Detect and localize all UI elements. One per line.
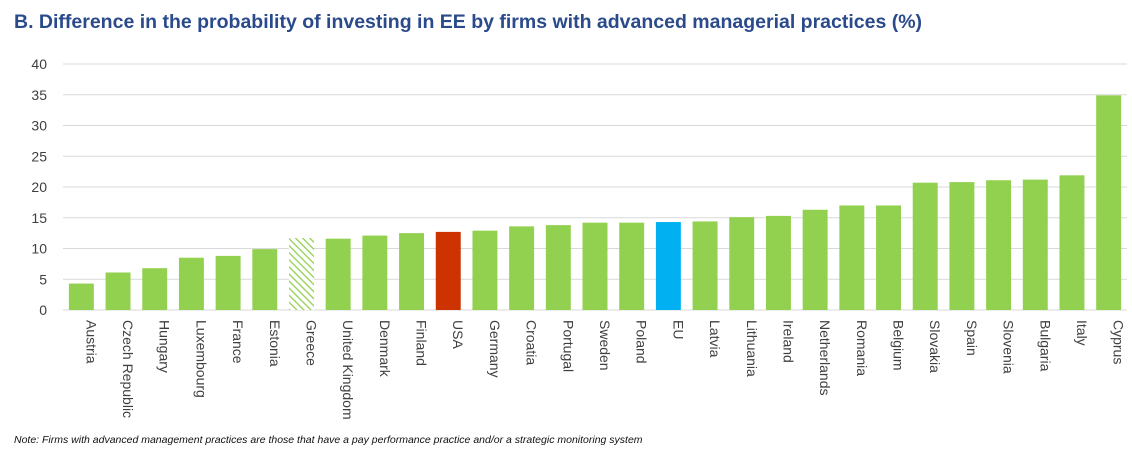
chart-title: B. Difference in the probability of inve… xyxy=(14,11,923,33)
y-tick-label: 35 xyxy=(31,87,47,103)
x-tick-label: Italy xyxy=(1074,320,1090,346)
bar-denmark xyxy=(362,235,388,310)
y-tick-label: 25 xyxy=(31,148,47,164)
bar-greece xyxy=(289,238,314,310)
bar-slovenia xyxy=(986,180,1012,310)
bar-cyprus xyxy=(1096,95,1122,311)
x-tick-label: Latvia xyxy=(707,320,723,358)
x-tick-label: Poland xyxy=(634,320,650,364)
bar-portugal xyxy=(545,225,571,310)
x-tick-label: Slovakia xyxy=(927,320,943,373)
x-tick-label: Slovenia xyxy=(1001,320,1017,374)
bar-italy xyxy=(1059,175,1085,310)
bar-estonia xyxy=(252,249,278,310)
y-axis: 0 5 10 15 20 25 30 35 40 xyxy=(31,56,47,318)
bar-slovakia xyxy=(912,182,938,310)
bar-sweden xyxy=(582,222,608,310)
bar-united-kingdom xyxy=(325,238,351,310)
x-tick-label: Denmark xyxy=(377,320,393,378)
y-tick-label: 30 xyxy=(31,118,47,134)
x-tick-label: Estonia xyxy=(267,320,283,367)
bar-latvia xyxy=(692,221,718,310)
bar-romania xyxy=(839,205,865,310)
x-tick-label: EU xyxy=(670,320,686,339)
x-tick-label: Finland xyxy=(414,320,430,366)
x-tick-label: Romania xyxy=(854,320,870,376)
bar-croatia xyxy=(509,226,535,310)
bar-france xyxy=(215,255,241,310)
bar-lithuania xyxy=(729,217,755,310)
x-tick-label: Belgium xyxy=(891,320,907,371)
bar-finland xyxy=(399,233,425,310)
bar-luxembourg xyxy=(178,257,204,310)
y-tick-label: 5 xyxy=(39,271,47,287)
x-tick-label: Croatia xyxy=(524,320,540,365)
bar-eu xyxy=(655,222,681,310)
x-tick-label: Portugal xyxy=(560,320,576,372)
x-tick-label: Hungary xyxy=(157,320,173,373)
bar-spain xyxy=(949,182,975,310)
x-tick-label: Lithuania xyxy=(744,320,760,377)
y-tick-label: 20 xyxy=(31,179,47,195)
x-tick-label: Sweden xyxy=(597,320,613,371)
bar-czech-republic xyxy=(105,272,131,310)
y-tick-label: 15 xyxy=(31,210,47,226)
x-tick-label: United Kingdom xyxy=(340,320,356,420)
x-tick-label: Luxembourg xyxy=(193,320,209,398)
x-axis: Austria Czech Republic Hungary Luxembourg Fr… xyxy=(83,320,1126,420)
x-tick-label: USA xyxy=(450,320,466,349)
bar-bulgaria xyxy=(1022,179,1048,310)
x-tick-label: Cyprus xyxy=(1111,320,1127,364)
bar-poland xyxy=(619,222,645,310)
x-tick-label: France xyxy=(230,320,246,364)
bar-hungary xyxy=(142,268,168,310)
y-tick-label: 0 xyxy=(39,302,47,318)
bars xyxy=(68,95,1122,311)
x-tick-label: Greece xyxy=(303,320,319,366)
bar-germany xyxy=(472,230,498,310)
x-tick-label: Ireland xyxy=(780,320,796,363)
bar-ireland xyxy=(765,215,791,310)
x-tick-label: Spain xyxy=(964,320,980,356)
bar-belgium xyxy=(876,205,901,310)
bar-austria xyxy=(68,283,94,310)
y-tick-label: 40 xyxy=(31,56,47,72)
bar-netherlands xyxy=(802,209,828,310)
x-tick-label: Germany xyxy=(487,320,503,378)
x-tick-label: Netherlands xyxy=(817,320,833,396)
x-tick-label: Austria xyxy=(83,320,99,364)
bar-usa xyxy=(435,231,461,310)
x-tick-label: Czech Republic xyxy=(120,320,136,418)
y-tick-label: 10 xyxy=(31,241,47,257)
x-tick-label: Bulgaria xyxy=(1037,320,1053,372)
footnote: Note: Firms with advanced management pra… xyxy=(14,434,643,446)
